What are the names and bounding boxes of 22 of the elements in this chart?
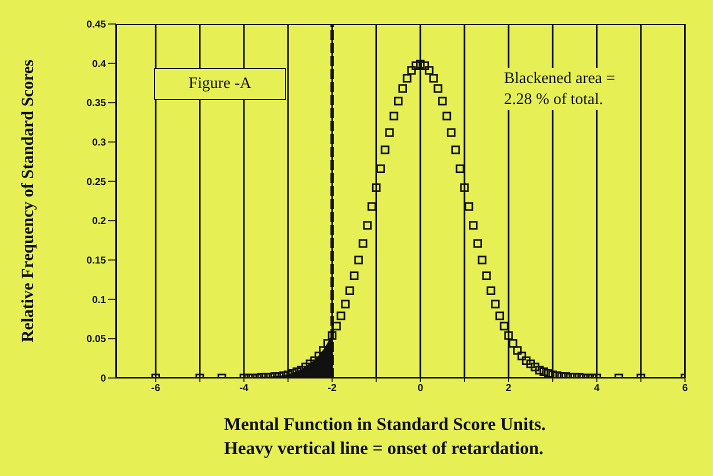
x-tick-label: 4: [594, 383, 600, 394]
x-axis-title: Mental Function in Standard Score Units.: [224, 414, 546, 435]
x-tick-label: 2: [506, 383, 512, 394]
y-tick-label: 0.15: [86, 256, 106, 267]
y-tick-label: 0.1: [92, 294, 106, 306]
x-tick-label: 6: [682, 383, 688, 394]
annotation: Blackened area = 2.28 % of total.: [500, 68, 620, 110]
y-tick-label: 0.4: [92, 58, 106, 70]
y-axis-title: Relative Frequency of Standard Scores: [18, 60, 38, 342]
y-tick-label: 0.3: [92, 138, 106, 149]
y-tick-label: 0.2: [92, 216, 106, 228]
x-tick-label: -2: [328, 383, 338, 394]
y-tick-label: 0.25: [86, 176, 106, 188]
y-tick-label: 0.35: [86, 98, 106, 110]
y-tick-label: 0.45: [86, 20, 106, 31]
caption-box: Figure -A: [154, 68, 286, 100]
x-tick-label: 0: [418, 383, 424, 394]
x-tick-label: -6: [151, 383, 161, 394]
y-tick-label: 0.05: [86, 334, 106, 346]
x-tick-label: -4: [239, 383, 249, 394]
text: Heavy vertical line = onset of retardation.: [224, 438, 544, 459]
y-tick-label: 0: [100, 374, 106, 385]
